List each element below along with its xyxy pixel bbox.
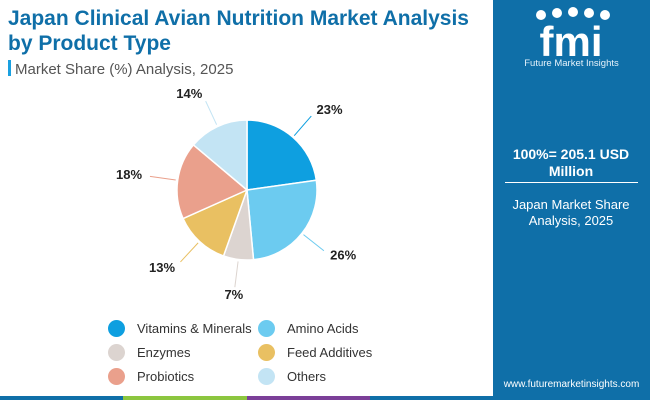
legend-label: Feed Additives — [287, 344, 373, 360]
bottom-bar-segment — [369, 396, 493, 400]
pie-slice-amino-acids — [246, 179, 318, 261]
legend-swatch — [108, 319, 125, 337]
subtitle-accent-bar — [8, 60, 11, 76]
legend-label: Vitamins & Minerals — [137, 320, 252, 336]
data-label-amino-acids: 26% — [330, 248, 356, 263]
pie-chart: 23% 26% 7% 13% 18% 14% — [116, 86, 357, 302]
bottom-bar-segment — [246, 396, 370, 400]
market-total: 100%= 205.1 USD Million — [512, 146, 630, 179]
leader-line-feed-additives — [180, 242, 199, 263]
bottom-bar-segment — [123, 396, 247, 400]
leader-line-others — [205, 100, 218, 125]
svg-text:fmi: fmi — [540, 18, 603, 65]
chart-title: Japan Clinical Avian Nutrition Market An… — [8, 7, 469, 55]
legend-swatch — [108, 343, 125, 361]
brand-name: Future Market Insights — [524, 58, 619, 69]
legend-label: Probiotics — [137, 368, 195, 384]
chart-subtitle: Market Share (%) Analysis, 2025 — [8, 60, 233, 78]
legend-item-probiotics: Probiotics — [108, 366, 194, 386]
leader-line-amino-acids — [303, 234, 325, 252]
legend-item-others: Others — [258, 366, 326, 386]
legend-label: Others — [287, 368, 327, 384]
fmi-logo: fmi — [536, 7, 610, 65]
data-label-probiotics: 18% — [116, 167, 142, 182]
legend-swatch — [258, 367, 275, 385]
bottom-bar-segment — [0, 396, 124, 400]
sidebar-panel: fmi Future Market Insights 100%= 205.1 U… — [493, 0, 650, 400]
pie-slice-others — [192, 119, 248, 192]
data-label-enzymes: 7% — [224, 287, 243, 302]
legend-swatch — [108, 367, 125, 385]
region-label: Japan Market Share Analysis, 2025 — [512, 197, 630, 228]
leader-line-enzymes — [234, 261, 239, 288]
data-label-feed-additives: 13% — [149, 260, 175, 275]
legend-swatch — [258, 319, 275, 337]
legend-item-enzymes: Enzymes — [108, 342, 190, 362]
pie-slice-probiotics — [176, 143, 249, 220]
bottom-color-bar — [0, 396, 493, 400]
leader-line-probiotics — [149, 175, 176, 181]
legend-item-vitamins-minerals: Vitamins & Minerals — [108, 318, 252, 338]
legend-item-amino-acids: Amino Acids — [258, 318, 359, 338]
chart-panel: Japan Clinical Avian Nutrition Market An… — [0, 7, 493, 400]
data-label-vitamins-minerals: 23% — [317, 102, 343, 117]
pie-slice-feed-additives — [182, 188, 249, 257]
data-label-others: 14% — [176, 86, 202, 101]
legend-label: Enzymes — [137, 344, 191, 360]
pie-slice-vitamins-minerals — [246, 119, 318, 191]
sidebar-divider — [505, 182, 638, 183]
website-link[interactable]: www.futuremarketinsights.com — [503, 379, 640, 390]
chart-subtitle-text: Market Share (%) Analysis, 2025 — [15, 61, 234, 78]
leader-line-vitamins-minerals — [293, 115, 312, 136]
legend-item-feed-additives: Feed Additives — [258, 342, 372, 362]
legend-label: Amino Acids — [287, 320, 359, 336]
legend-swatch — [258, 343, 275, 361]
